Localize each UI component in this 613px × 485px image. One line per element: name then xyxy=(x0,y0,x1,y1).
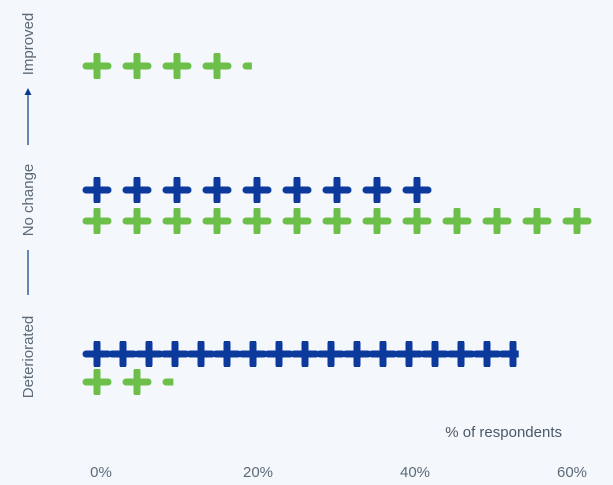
y-axis-label-deteriorated: Deteriorated xyxy=(20,316,37,399)
y-axis-label-improved: Improved xyxy=(20,13,37,76)
plus-mark-icon xyxy=(402,208,432,234)
bar-deteriorated-series-1 xyxy=(82,341,519,367)
plus-mark-icon xyxy=(342,341,372,367)
y-axis-arrow-head-icon xyxy=(24,88,32,95)
bar-no-change-series-1 xyxy=(82,177,432,203)
bar-deteriorated-series-2 xyxy=(82,369,174,395)
x-axis-ticks: 0% 20% 40% 60% xyxy=(90,464,587,481)
plus-mark-icon xyxy=(394,341,424,367)
plus-mark-icon xyxy=(122,177,152,203)
plus-mark-icon xyxy=(162,208,192,234)
plus-mark-icon xyxy=(264,341,294,367)
plus-mark-icon xyxy=(420,341,450,367)
plus-mark-icon xyxy=(122,53,152,79)
plus-mark-icon xyxy=(522,208,552,234)
plus-mark-icon xyxy=(238,341,268,367)
plus-mark-icon xyxy=(202,53,232,79)
plus-mark-icon xyxy=(402,177,432,203)
plus-mark-icon xyxy=(482,208,512,234)
plus-mark-icon xyxy=(242,208,272,234)
bar-no-change-series-2 xyxy=(82,208,592,234)
plus-mark-icon xyxy=(362,177,392,203)
y-axis-label-no-change: No change xyxy=(20,164,37,237)
x-tick-label: 20% xyxy=(243,464,273,481)
plus-mark-icon xyxy=(122,369,152,395)
x-axis-label: % of respondents xyxy=(445,424,562,441)
plus-mark-icon xyxy=(162,53,192,79)
x-tick-label: 40% xyxy=(400,464,430,481)
chart-marks xyxy=(82,53,592,395)
plus-mark-icon xyxy=(82,341,112,367)
x-tick-label: 60% xyxy=(557,464,587,481)
plus-mark-icon xyxy=(242,177,272,203)
plus-mark-icon xyxy=(442,208,472,234)
plus-mark-icon xyxy=(82,208,112,234)
y-axis-label: Deteriorated No change Improved xyxy=(20,13,37,399)
plus-mark-icon xyxy=(242,62,252,70)
plus-mark-icon xyxy=(316,341,346,367)
plus-mark-icon xyxy=(122,208,152,234)
plus-mark-icon xyxy=(82,53,112,79)
plus-mark-icon xyxy=(282,208,312,234)
plus-mark-icon xyxy=(498,341,519,367)
x-tick-label: 0% xyxy=(90,464,112,481)
plus-mark-icon xyxy=(290,341,320,367)
plus-mark-icon xyxy=(562,208,592,234)
plus-mark-icon xyxy=(212,341,242,367)
plus-mark-icon xyxy=(202,208,232,234)
plus-mark-icon xyxy=(472,341,502,367)
plus-mark-icon xyxy=(186,341,216,367)
bar-improved-series-2 xyxy=(82,53,252,79)
plus-mark-icon xyxy=(282,177,312,203)
plus-mark-icon xyxy=(82,369,112,395)
plus-mark-icon xyxy=(162,177,192,203)
plus-mark-icon xyxy=(322,208,352,234)
plus-mark-icon xyxy=(160,341,190,367)
plus-mark-icon xyxy=(368,341,398,367)
plus-mark-icon xyxy=(108,341,138,367)
plus-mark-icon xyxy=(322,177,352,203)
plus-mark-icon xyxy=(362,208,392,234)
plus-mark-icon xyxy=(82,177,112,203)
plus-mark-icon xyxy=(202,177,232,203)
plus-mark-icon xyxy=(134,341,164,367)
plus-mark-icon xyxy=(446,341,476,367)
plus-mark-icon xyxy=(162,378,174,386)
